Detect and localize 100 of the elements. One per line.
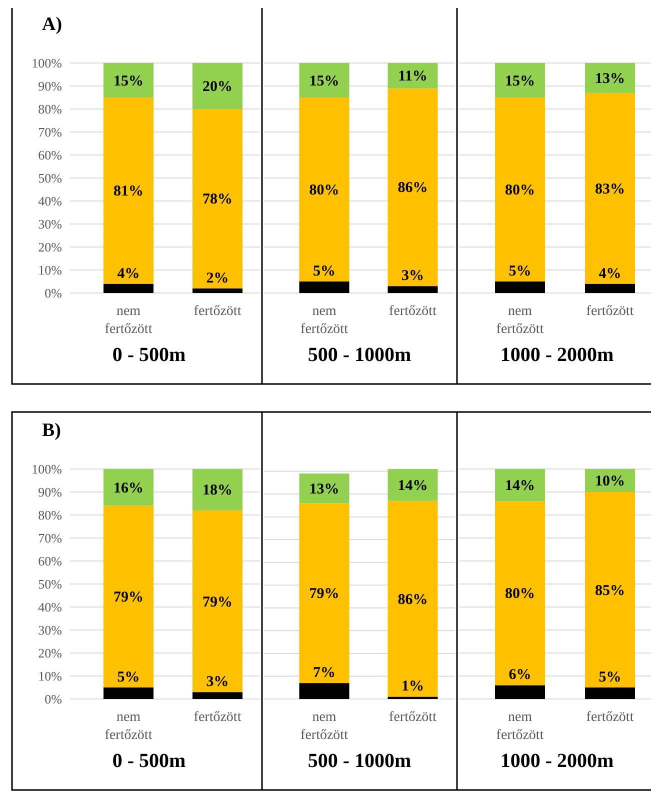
bar [299,503,350,684]
x-tick-label: fertőzött [586,710,634,725]
data-label: 79% [114,590,144,606]
y-tick-label: 90% [38,78,62,94]
bar [495,469,545,502]
bar [585,284,635,293]
y-tick-label: 60% [38,148,62,163]
data-label: 3% [206,674,229,690]
data-label: 79% [309,586,340,602]
data-label: 78% [202,192,232,208]
bar [192,469,242,510]
y-tick-label: 100% [32,462,62,477]
x-tick-label: fertőzött [586,304,634,319]
data-label: 83% [595,181,625,198]
y-tick-label: 30% [38,622,62,638]
x-tick-label: fertőzött [389,710,437,725]
data-label: 85% [595,582,625,599]
y-tick-label: 10% [38,262,62,278]
data-label: 15% [309,73,340,90]
x-axis-title: 500 - 1000m [308,344,412,366]
bar [388,469,438,501]
bar [104,469,154,506]
chart-title: B) [42,420,61,441]
y-tick-label: 40% [38,600,62,615]
bar [495,501,545,686]
bar [104,63,154,98]
bar [388,88,438,286]
bar [495,63,545,98]
bar [585,92,635,284]
bar [299,63,350,98]
data-label: 81% [114,184,144,200]
data-label: 7% [313,665,336,682]
x-tick-label: nem fertőzött [104,710,152,743]
y-tick-label: 80% [38,508,62,523]
data-label: 15% [505,73,535,90]
x-axis-title: 500 - 1000m [308,750,412,772]
x-tick-label: nem fertőzött [300,304,348,337]
bar [585,63,635,93]
y-tick-label: 0% [44,286,62,301]
y-tick-label: 0% [44,692,62,707]
bar [104,688,154,699]
bar [495,98,545,282]
data-label: 80% [309,182,340,198]
data-label: 14% [398,478,428,494]
y-tick-label: 50% [38,170,62,186]
y-tick-label: 20% [38,646,62,661]
data-label: 16% [114,480,144,496]
data-label: 3% [402,268,424,284]
data-label: 80% [505,182,535,198]
data-label: 2% [206,270,229,286]
y-tick-label: 60% [38,554,62,569]
data-label: 5% [508,264,532,280]
bar [585,688,635,699]
y-tick-label: 80% [38,102,62,117]
bar [388,500,438,697]
bar [104,284,154,293]
data-label: 86% [398,180,428,196]
data-label: 4% [598,266,622,282]
data-label: 18% [202,482,232,499]
data-label: 5% [598,670,622,686]
bar [192,109,242,288]
bar [104,98,154,284]
x-tick-label: fertőzött [194,710,242,725]
data-label: 5% [117,670,140,686]
x-axis-title: 1000 - 2000m [500,750,614,772]
x-axis-title: 0 - 500m [112,750,186,772]
bar [192,510,242,692]
y-tick-label: 90% [38,484,62,500]
data-label: 14% [505,478,535,494]
x-tick-label: nem fertőzött [300,710,348,743]
data-label: 13% [595,70,625,87]
data-label: 20% [202,79,232,95]
data-label: 13% [309,481,340,498]
y-tick-label: 70% [38,530,62,546]
data-label: 86% [398,592,428,608]
bar [585,492,635,688]
y-tick-label: 70% [38,124,62,140]
x-tick-label: nem fertőzött [104,304,152,337]
bar [388,63,438,88]
y-tick-label: 30% [38,216,62,232]
y-tick-label: 10% [38,668,62,684]
data-label: 4% [117,266,140,282]
bar [192,692,242,699]
x-axis-title: 1000 - 2000m [500,344,614,366]
y-tick-label: 50% [38,576,62,592]
data-label: 6% [508,667,532,684]
x-tick-label: fertőzött [389,304,437,319]
bar [299,98,350,282]
data-label: 5% [313,264,336,280]
data-label: 11% [398,68,428,85]
bar [388,286,438,293]
bar [495,685,545,699]
bar [299,683,350,699]
bar [192,63,242,109]
x-tick-label: nem fertőzött [496,304,544,337]
bar [299,282,350,293]
x-tick-label: fertőzött [194,304,242,319]
data-label: 1% [402,678,424,695]
x-axis-title: 0 - 500m [112,344,186,366]
y-tick-label: 20% [38,240,62,255]
